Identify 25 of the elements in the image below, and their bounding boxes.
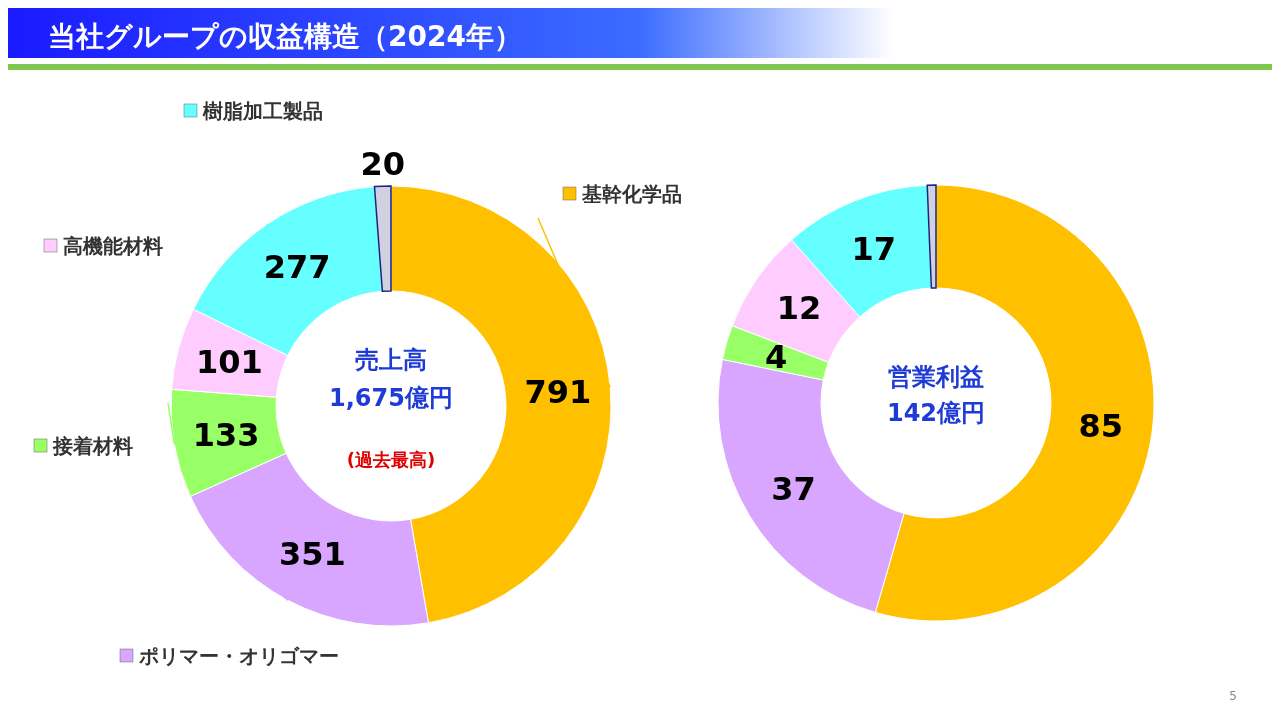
legend-label: 樹脂加工製品 [202,99,323,123]
data-label: 37 [771,470,816,509]
text: 営業利益 [888,363,984,391]
data-label: 133 [192,415,260,454]
text: 5 [1229,689,1237,703]
data-label: 85 [1078,407,1124,446]
data-label: 791 [524,372,592,411]
text: 売上高 [355,346,427,374]
data-label: 20 [360,145,406,183]
data-label: 4 [764,337,788,376]
chart-title: 当社グループの収益構造（2024年） [48,20,522,53]
legend-label: 基幹化学品 [581,182,682,206]
data-label: 277 [263,248,331,287]
data-label: 12 [776,289,822,328]
text: 1,675億円 [329,384,453,412]
data-label: 101 [195,343,263,382]
text: (過去最高) [346,449,436,470]
text: 142億円 [886,399,986,427]
legend-label: ポリマー・オリゴマー [138,644,339,668]
data-label: 351 [279,534,346,573]
data-label: 17 [851,229,897,268]
donut-slice [373,185,392,293]
legend-label: 高機能材料 [63,234,163,258]
legend-label: 接着材料 [52,434,133,458]
donut-slice [926,184,937,289]
